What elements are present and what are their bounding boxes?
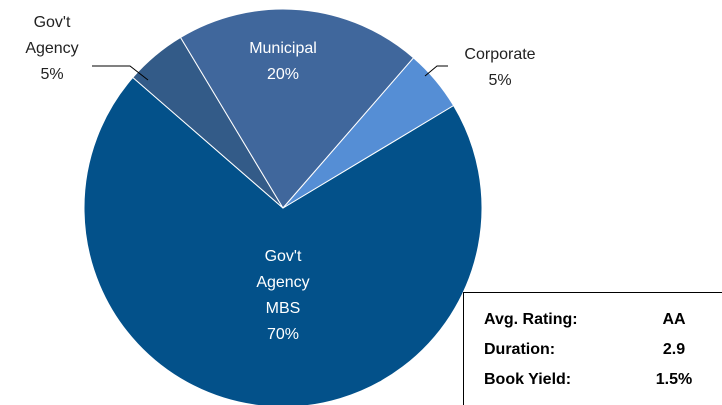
stat-label: Avg. Rating:	[484, 311, 578, 328]
pie-slice	[282, 57, 455, 209]
stats-row: Book Yield: 1.5%	[484, 365, 722, 395]
stat-value: AA	[662, 311, 686, 328]
category-label: Gov't Agency	[25, 14, 79, 57]
value-label: 70%	[266, 326, 300, 343]
stat-value: 2.9	[662, 341, 686, 358]
slice-label: Corporate 5%	[445, 42, 555, 94]
category-label: Municipal	[249, 40, 317, 57]
stat-label: Duration:	[484, 341, 556, 358]
stats-row: Avg. Rating: AA	[484, 305, 722, 335]
stats-row: Duration: 2.9	[484, 335, 722, 365]
category-label: Gov't Agency MBS	[256, 248, 310, 317]
stat-value: 1.5%	[655, 371, 693, 388]
pie-slice	[179, 8, 415, 209]
slice-label: Gov't Agency MBS 70%	[243, 244, 323, 348]
leader-line	[424, 65, 448, 77]
slice-label: Municipal 20%	[223, 36, 343, 88]
leader-line	[92, 65, 149, 81]
stat-label: Book Yield:	[484, 371, 572, 388]
slice-label: Gov't Agency 5%	[12, 10, 92, 88]
value-label: 20%	[266, 66, 300, 83]
category-label: Corporate	[464, 46, 536, 63]
stats-box: Avg. Rating: AA Duration: 2.9 Book Yield: 1.5…	[463, 292, 722, 405]
pie-slice	[83, 76, 483, 405]
value-label: 5%	[40, 66, 64, 83]
value-label: 5%	[488, 72, 512, 89]
